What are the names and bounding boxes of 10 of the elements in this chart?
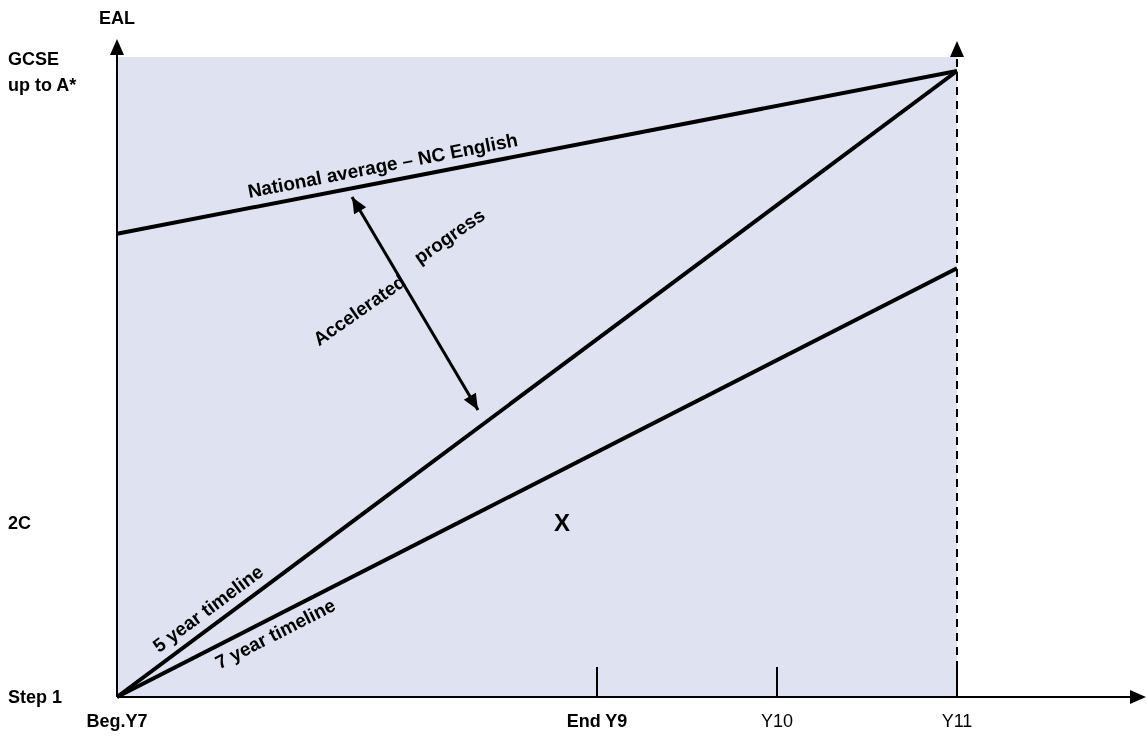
x-tick-label: Y10 bbox=[760, 711, 794, 731]
text: GCSE up to A* bbox=[8, 49, 77, 95]
x-tick-label: Beg.Y7 bbox=[86, 711, 148, 731]
text: National average – NC English bbox=[245, 129, 520, 202]
x-tick-label: Y11 bbox=[941, 711, 973, 731]
x-tick-label: End Y9 bbox=[566, 711, 628, 731]
text: 2C bbox=[8, 513, 32, 533]
annotation: X bbox=[553, 509, 571, 536]
text: Step 1 bbox=[8, 687, 63, 707]
y-axis-title: EAL bbox=[99, 8, 135, 28]
